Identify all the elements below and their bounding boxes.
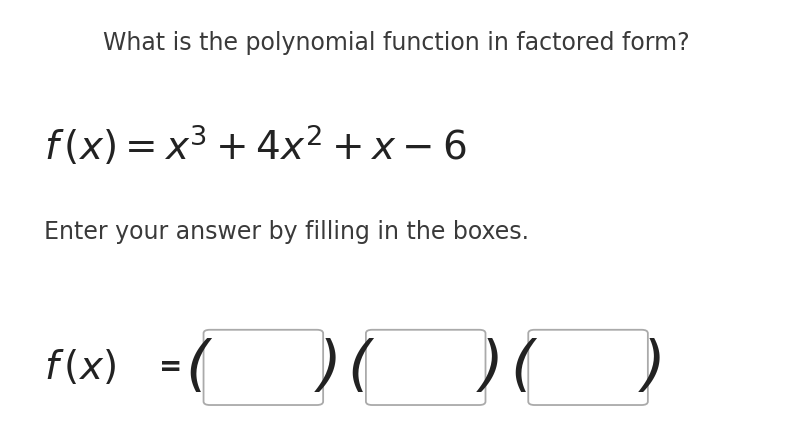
Text: $f\,(x) = x^3 + 4x^2 + x - 6$: $f\,(x) = x^3 + 4x^2 + x - 6$ (44, 123, 466, 168)
Text: (: ( (348, 338, 371, 397)
Text: What is the polynomial function in factored form?: What is the polynomial function in facto… (103, 31, 689, 55)
Text: ): ) (642, 338, 666, 397)
Text: Enter your answer by filling in the boxes.: Enter your answer by filling in the boxe… (44, 220, 528, 244)
Text: (: ( (185, 338, 209, 397)
FancyBboxPatch shape (204, 330, 323, 405)
Text: =: = (158, 353, 182, 381)
Text: ): ) (318, 338, 341, 397)
FancyBboxPatch shape (366, 330, 485, 405)
Text: ): ) (480, 338, 504, 397)
FancyBboxPatch shape (528, 330, 648, 405)
Text: (: ( (510, 338, 534, 397)
Text: $f\,(x)$: $f\,(x)$ (44, 348, 116, 387)
